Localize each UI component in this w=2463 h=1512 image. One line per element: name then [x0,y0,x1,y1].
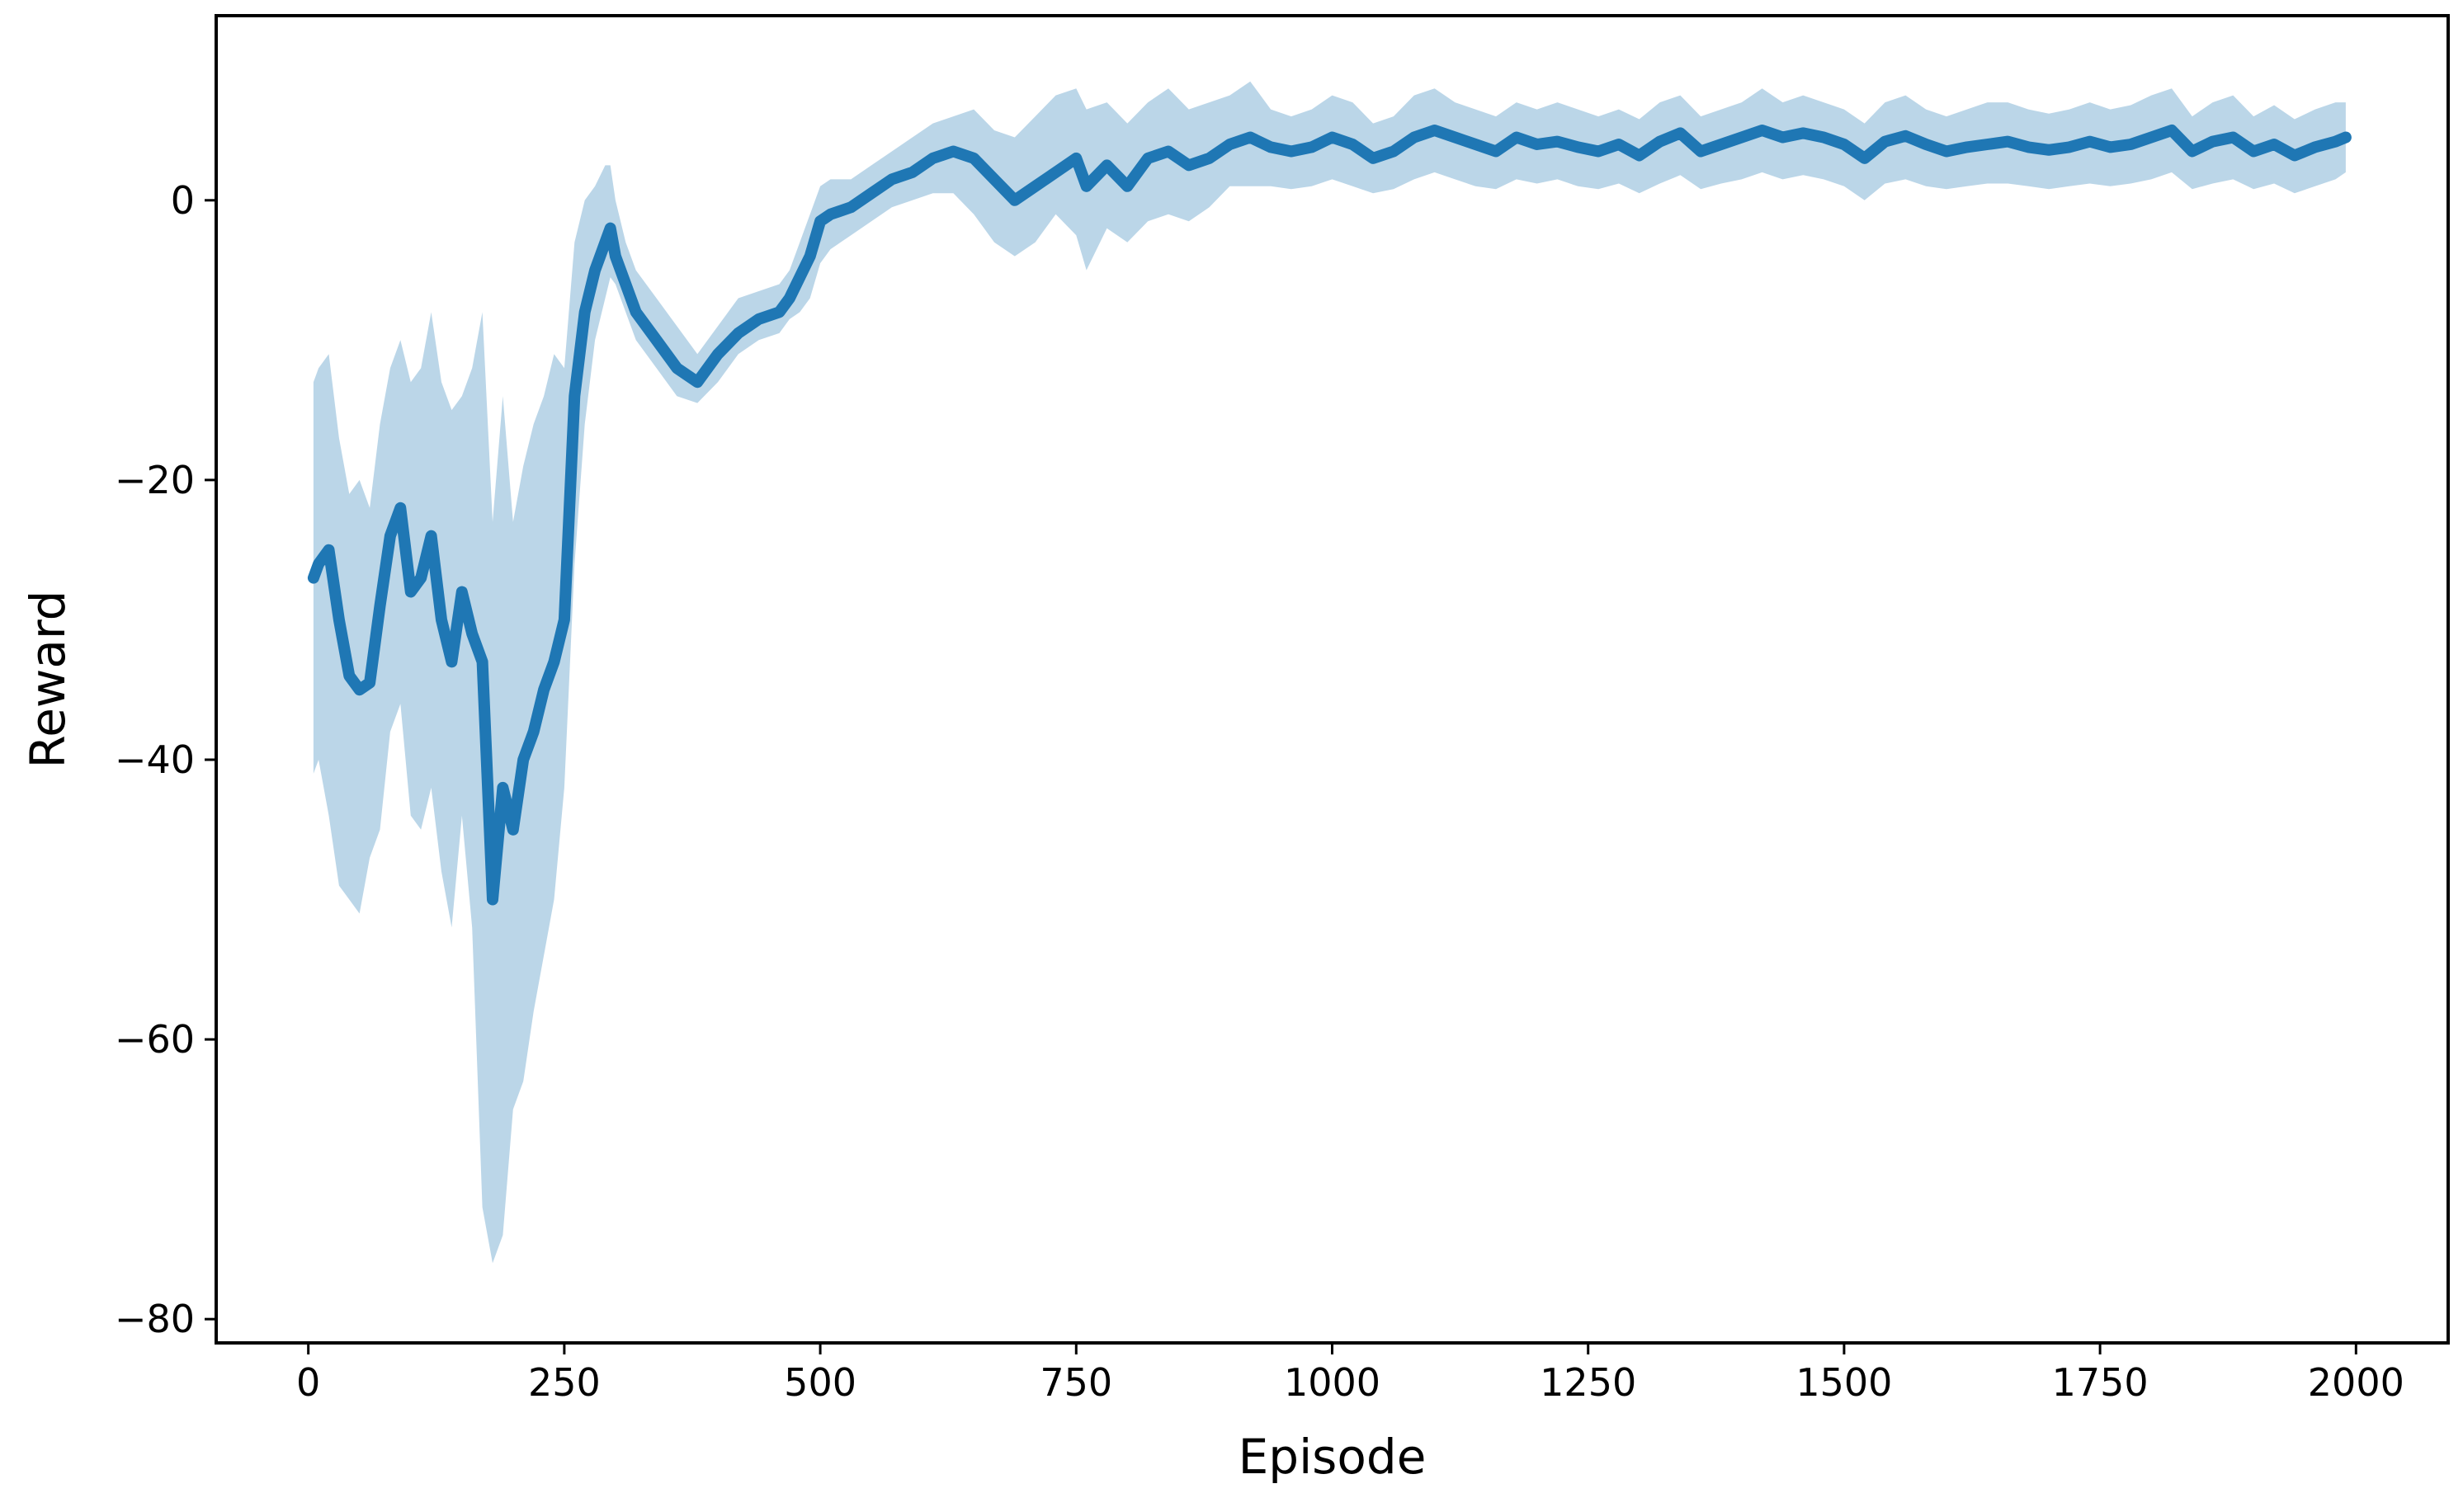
x-axis: 0 250 500 750 1000 1250 1500 1750 2000 [296,1343,2404,1405]
x-tick-label: 750 [1040,1360,1112,1405]
y-tick-label: 0 [171,178,195,223]
x-tick-label: 250 [528,1360,601,1405]
y-tick-label: −20 [115,458,195,502]
y-tick-label: −40 [115,737,195,782]
y-tick-label: −80 [115,1297,195,1341]
x-tick-label: 1750 [2052,1360,2149,1405]
x-tick-label: 1000 [1284,1360,1380,1405]
x-axis-label: Episode [1239,1429,1427,1485]
mean-reward-line [307,125,2352,906]
plot-area [307,81,2352,1264]
x-tick-label: 0 [296,1360,320,1405]
x-tick-label: 1500 [1795,1360,1892,1405]
x-tick-label: 500 [784,1360,856,1405]
y-axis: 0 −20 −40 −60 −80 [115,178,216,1341]
y-tick-label: −60 [115,1017,195,1062]
x-tick-label: 1250 [1540,1360,1636,1405]
x-tick-label: 2000 [2308,1360,2404,1405]
y-axis-label: Reward [20,591,76,769]
